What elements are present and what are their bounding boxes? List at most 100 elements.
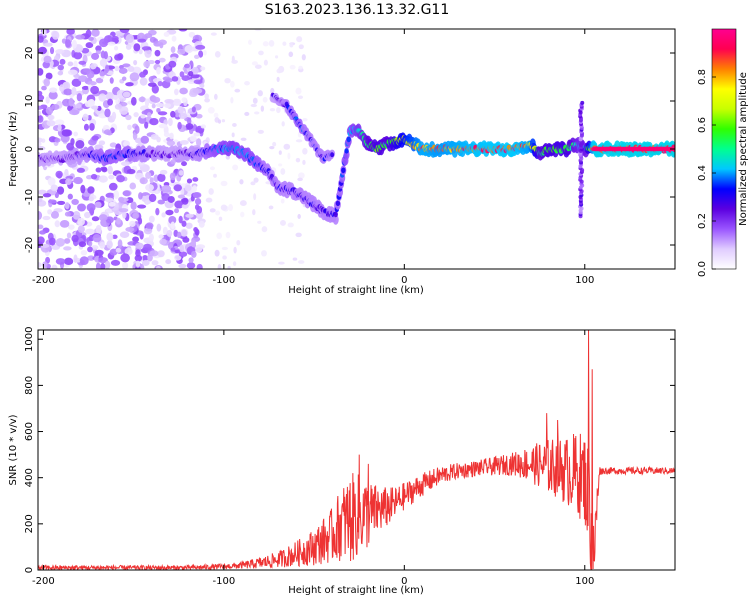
spectrogram-cell [161, 212, 166, 218]
colorbar-tick-label: 0.6 [697, 117, 708, 133]
spectrogram-cell [170, 110, 176, 118]
snr-y-axis-label: SNR (10 * v/v) [8, 414, 19, 485]
spectrogram-cell [100, 50, 106, 59]
snr-x-tick-label: 0 [401, 576, 407, 587]
spectrogram-cell [38, 141, 42, 147]
spectrogram-cell [151, 84, 159, 94]
snr-y-tick-label: 200 [24, 514, 35, 533]
spectrogram-cell [174, 88, 179, 96]
spectrogram-cell [38, 189, 47, 195]
spectrogram-cell [344, 148, 349, 154]
spectrogram-cell [47, 199, 57, 204]
spectrogram-cell [137, 38, 147, 43]
spectrogram-cell [162, 226, 168, 236]
spectrogram-cell [209, 166, 216, 171]
spectrogram-cell [169, 172, 176, 181]
figure-title: S163.2023.136.13.32.G11 [265, 2, 450, 18]
spectrogram-cell [87, 255, 95, 261]
snr-x-tick-label: -200 [32, 576, 55, 587]
spectrogram-cell [251, 61, 258, 66]
spectrogram-cell [95, 167, 102, 173]
spectrogram-cell [55, 170, 63, 179]
spectrogram-cell [158, 123, 168, 129]
spectrogram-cell [144, 199, 150, 205]
spectrogram-cell [157, 250, 165, 258]
spectrogram-cell [48, 91, 58, 100]
spectrogram-cell [263, 59, 268, 66]
spectrogram-cell [231, 132, 235, 138]
spectrogram-cell [138, 217, 143, 225]
spectrogram-cell [80, 250, 88, 256]
spectrogram-cell [82, 113, 89, 121]
spectrogram-cell [198, 220, 205, 228]
spectrogram-cell [174, 208, 180, 214]
spectrogram-cell [111, 234, 118, 239]
spectrogram-cell [186, 262, 196, 269]
spectrogram-cell [174, 254, 182, 261]
spectrogram-cell [185, 123, 194, 130]
spectrogram-y-axis-label: Frequency (Hz) [8, 111, 19, 187]
spectrogram-cell [280, 198, 285, 204]
spectrogram-cell [295, 87, 302, 95]
spectrogram-cell [88, 139, 97, 146]
spectrogram-cell [126, 168, 136, 175]
spectrogram-cell [38, 67, 44, 76]
snr-x-tick-label: 100 [575, 576, 594, 587]
spectrogram-cell [119, 29, 130, 34]
spectrogram-cell [91, 135, 99, 141]
spectrogram-cell [135, 242, 144, 249]
spectrogram-cell [346, 136, 351, 143]
spectrogram-cell [220, 204, 228, 211]
spectrogram-cell [195, 44, 206, 50]
spectrogram-cell [129, 182, 137, 190]
spectrogram-cell [149, 177, 154, 184]
spectrogram-cell [144, 98, 150, 107]
spectrogram-cell [278, 261, 285, 265]
spectrogram-cell [120, 161, 131, 167]
spectrogram-cell [200, 124, 207, 129]
spectrogram-cell [225, 231, 231, 239]
spectrogram-cell [159, 169, 168, 175]
spectrogram-cell [181, 75, 190, 82]
spectrogram-y-tick-label: 20 [24, 47, 35, 60]
spectrogram-cell [250, 181, 256, 186]
spectrogram-cell [59, 84, 65, 92]
spectrogram-cell [141, 259, 150, 266]
spectrogram-cell [65, 178, 72, 185]
spectrogram-cell [125, 44, 132, 50]
spectrogram-cell [112, 94, 118, 100]
spectrogram-cell [189, 135, 197, 142]
spectrogram-cell [38, 236, 45, 245]
spectrogram-cell [185, 222, 193, 229]
spectrogram-cell [120, 253, 130, 263]
spectrogram-cell [222, 255, 227, 260]
spectrogram-cell [76, 167, 86, 173]
spectrogram-cell [167, 196, 175, 203]
spectrogram-cell [179, 71, 185, 78]
spectrogram-cell [50, 210, 59, 219]
snr-y-ticks: 0 200 400 600 800 1000 [24, 327, 675, 573]
spectrogram-cell [111, 35, 119, 42]
spectrogram-cell [204, 93, 209, 100]
spectrogram-cell [91, 216, 100, 222]
spectrogram-cell [167, 117, 173, 127]
spectrogram-cell [94, 249, 104, 256]
spectrogram-cell [122, 91, 131, 98]
spectrogram-cell [133, 112, 139, 118]
spectrogram-cell [71, 86, 77, 96]
snr-frame [37, 329, 676, 571]
spectrogram-cell [148, 233, 154, 242]
spectrogram-cell [132, 236, 140, 243]
spectrogram-cell [276, 106, 281, 114]
spectrogram-cell [174, 200, 184, 209]
spectrogram-cell [122, 262, 129, 269]
spectrogram-cell [138, 49, 143, 55]
spectrogram-cell [114, 65, 120, 72]
spectrogram-cell [95, 224, 102, 234]
colorbar-tick-label: 0.2 [697, 213, 708, 229]
spectrogram-cell [230, 97, 234, 104]
spectrogram-cell [98, 175, 108, 183]
spectrogram-cell [66, 29, 75, 35]
spectrogram-cell [296, 36, 303, 43]
spectrogram-y-ticks: -20 -10 0 10 20 [24, 47, 675, 253]
